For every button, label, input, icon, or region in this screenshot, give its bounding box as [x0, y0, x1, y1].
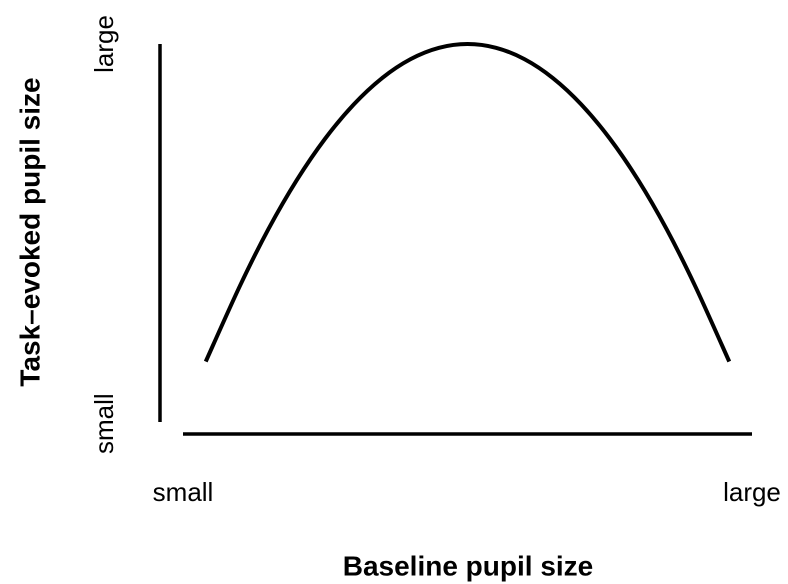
- y-axis-title: Task–evoked pupil size: [14, 77, 45, 386]
- y-tick-label: large: [89, 15, 119, 73]
- x-tick-label: large: [723, 477, 781, 507]
- x-tick-label: small: [153, 477, 214, 507]
- y-tick-label: small: [89, 393, 119, 454]
- curve: [203, 41, 732, 363]
- x-axis-title: Baseline pupil size: [343, 550, 594, 581]
